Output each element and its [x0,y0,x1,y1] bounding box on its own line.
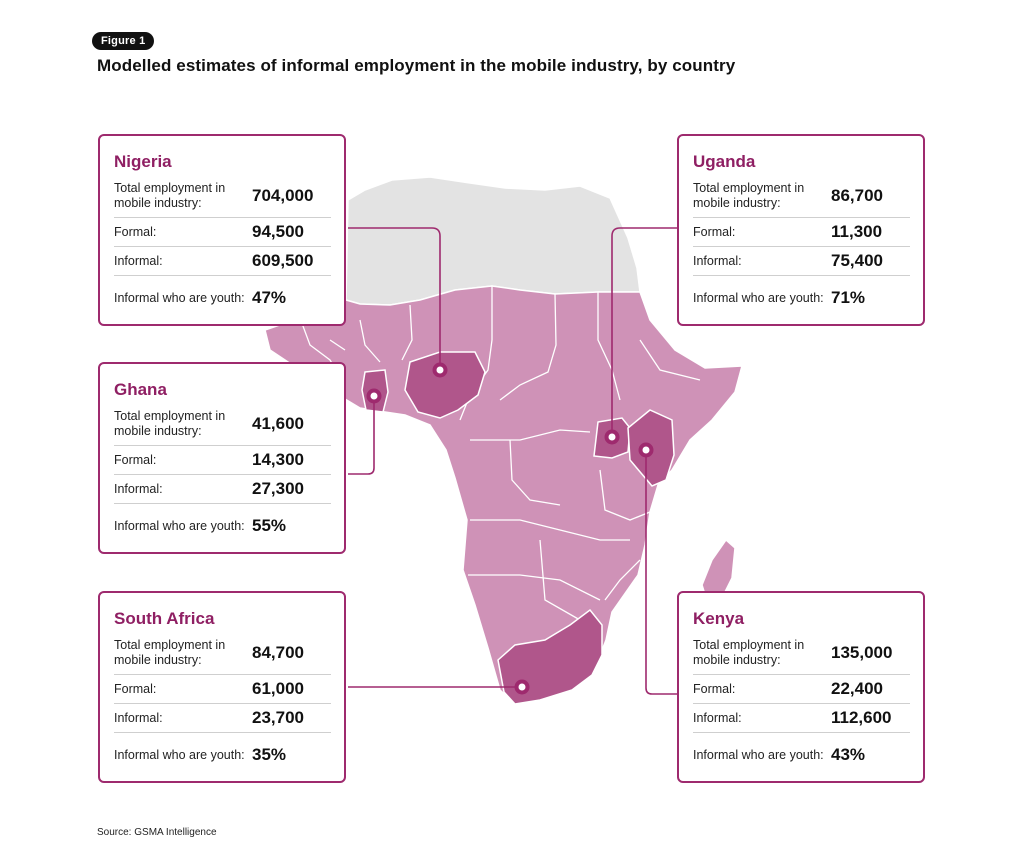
youth-row: Informal who are youth: 43% [693,733,910,777]
informal-value: 112,600 [831,708,892,727]
youth-row: Informal who are youth: 35% [114,733,331,777]
informal-row: Informal: 75,400 [693,247,910,276]
formal-value: 61,000 [252,679,304,698]
youth-value: 43% [831,745,866,764]
formal-row: Formal: 94,500 [114,218,331,247]
formal-label: Formal: [693,224,736,239]
figure-title: Modelled estimates of informal employmen… [97,56,736,75]
location-markers [366,362,654,695]
source-note: Source: GSMA Intelligence [97,827,217,838]
card-country-name: Kenya [693,609,745,628]
card-country-name: Ghana [114,380,167,399]
formal-value: 14,300 [252,450,304,469]
total-row: Total employment in mobile industry: 704… [114,174,331,218]
card-country-name: Uganda [693,152,756,171]
informal-label: Informal: [114,253,163,268]
informal-value: 609,500 [252,251,314,270]
kenya-marker [638,442,654,458]
south-africa-card: South Africa Total employment in mobile … [98,591,346,783]
total-row: Total employment in mobile industry: 86,… [693,174,910,218]
leader-lines [348,227,678,695]
youth-row: Informal who are youth: 71% [693,276,910,320]
youth-label: Informal who are youth: [114,518,245,533]
informal-row: Informal: 23,700 [114,704,331,733]
total-value: 704,000 [252,185,314,205]
total-label: Total employment in mobile industry: [693,637,805,667]
youth-label: Informal who are youth: [693,747,824,762]
formal-value: 22,400 [831,679,883,698]
formal-row: Formal: 11,300 [693,218,910,247]
total-value: 135,000 [831,642,893,662]
youth-value: 35% [252,745,287,764]
total-label: Total employment in mobile industry: [114,637,226,667]
formal-value: 94,500 [252,222,304,241]
total-label: Total employment in mobile industry: [693,180,805,210]
formal-label: Formal: [114,224,157,239]
total-value: 41,600 [252,413,304,433]
informal-value: 75,400 [831,251,883,270]
formal-row: Formal: 61,000 [114,675,331,704]
total-label: Total employment in mobile industry: [114,408,226,438]
figure-badge: Figure 1 [92,32,155,50]
youth-row: Informal who are youth: 55% [114,504,331,548]
formal-label: Formal: [114,452,157,467]
total-label: Total employment in mobile industry: [114,180,226,210]
nigeria-marker [432,362,448,378]
informal-row: Informal: 609,500 [114,247,331,276]
nigeria-leader [348,227,441,368]
south-africa-marker [514,679,530,695]
nigeria-card: Nigeria Total employment in mobile indus… [98,134,346,326]
informal-label: Informal: [693,710,742,725]
youth-label: Informal who are youth: [114,747,245,762]
formal-row: Formal: 22,400 [693,675,910,704]
formal-value: 11,300 [831,222,883,241]
uganda-marker [604,429,620,445]
total-value: 86,700 [831,185,883,205]
youth-value: 71% [831,288,866,307]
total-value: 84,700 [252,642,304,662]
total-row: Total employment in mobile industry: 41,… [114,402,331,446]
informal-label: Informal: [114,481,163,496]
youth-value: 55% [252,516,287,535]
youth-label: Informal who are youth: [693,290,824,305]
formal-label: Formal: [114,681,157,696]
uganda-card: Uganda Total employment in mobile indust… [677,134,925,326]
nigeria-shape [404,351,486,419]
informal-label: Informal: [114,710,163,725]
uganda-leader [611,227,678,436]
informal-value: 27,300 [252,479,304,498]
informal-row: Informal: 27,300 [114,475,331,504]
informal-value: 23,700 [252,708,304,727]
formal-row: Formal: 14,300 [114,446,331,475]
kenya-leader [645,450,678,695]
ghana-marker [366,388,382,404]
informal-row: Informal: 112,600 [693,704,910,733]
kenya-card: Kenya Total employment in mobile industr… [677,591,925,783]
card-country-name: South Africa [114,609,215,628]
informal-label: Informal: [693,253,742,268]
youth-value: 47% [252,288,287,307]
total-row: Total employment in mobile industry: 135… [693,631,910,675]
formal-label: Formal: [693,681,736,696]
country-borders [299,286,701,621]
card-country-name: Nigeria [114,152,172,171]
ghana-card: Ghana Total employment in mobile industr… [98,362,346,554]
youth-row: Informal who are youth: 47% [114,276,331,320]
ghana-leader [348,397,375,475]
youth-label: Informal who are youth: [114,290,245,305]
total-row: Total employment in mobile industry: 84,… [114,631,331,675]
